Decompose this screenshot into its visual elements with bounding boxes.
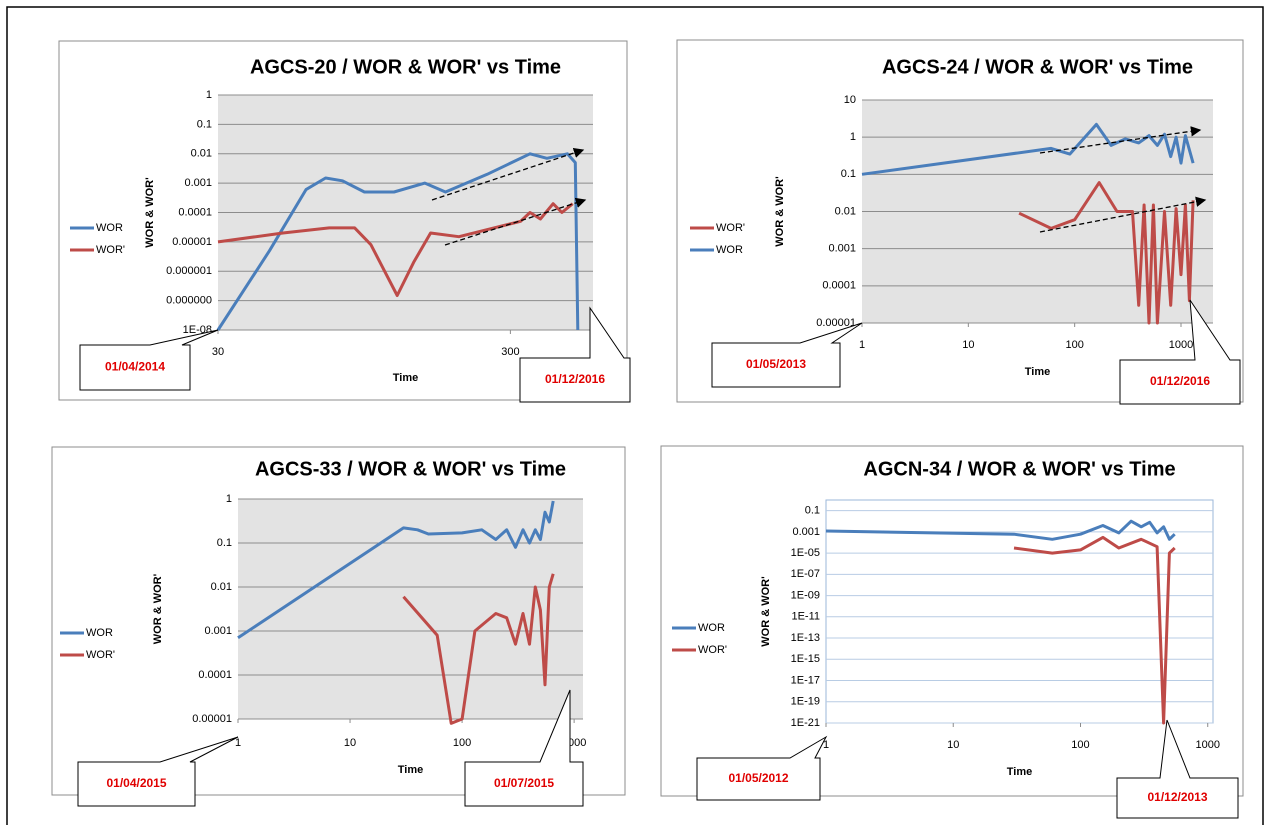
callout: [696, 735, 828, 801]
y-tick-label: 1E-17: [791, 674, 820, 686]
callout-date: 01/05/2013: [746, 357, 806, 371]
chart-title: AGCS-24 / WOR & WOR' vs Time: [882, 56, 1193, 78]
y-tick-label: 1E-09: [791, 589, 820, 601]
y-axis-label: WOR & WOR': [760, 576, 772, 647]
callout-date: 01/04/2014: [105, 360, 165, 374]
x-tick-label: 1: [235, 737, 241, 749]
x-axis-label: Time: [1025, 366, 1050, 378]
legend-label: WOR: [96, 222, 123, 234]
callout: [464, 689, 584, 807]
callout-date: 01/12/2013: [1147, 790, 1207, 804]
x-tick-label: 100: [1071, 739, 1089, 751]
callout-date: 01/04/2015: [106, 776, 166, 790]
callout: [519, 306, 631, 403]
y-axis-label: WOR & WOR': [152, 573, 164, 644]
y-tick-label: 1: [226, 493, 232, 505]
x-tick-label: 1: [823, 739, 829, 751]
x-tick-label: 30: [212, 346, 224, 358]
legend-label: WOR': [716, 222, 745, 234]
legend-label: WOR: [716, 244, 743, 256]
series-line: [216, 152, 580, 331]
y-tick-label: 1E-11: [791, 611, 820, 623]
chart-title: AGCS-33 / WOR & WOR' vs Time: [255, 458, 566, 480]
y-tick-label: 0.0001: [198, 669, 232, 681]
y-tick-label: 0.01: [835, 205, 856, 217]
y-tick-label: 1E-15: [791, 653, 820, 665]
y-tick-label: 1E-05: [791, 547, 820, 559]
callout: [1116, 719, 1239, 819]
legend-label: WOR': [96, 244, 125, 256]
callout: [1119, 299, 1241, 405]
y-tick-label: 0.1: [217, 537, 232, 549]
callout: [79, 329, 219, 391]
y-tick-label: 1: [206, 89, 212, 101]
y-tick-label: 0.1: [841, 168, 856, 180]
callout-date: 01/05/2012: [728, 771, 788, 785]
y-tick-label: 1E-21: [791, 717, 820, 729]
y-tick-label: 0.000000: [166, 295, 212, 307]
y-tick-label: 10: [844, 94, 856, 106]
trend-arrow: [1039, 196, 1207, 233]
legend-label: WOR: [698, 622, 725, 634]
series-line: [825, 519, 1176, 541]
y-tick-label: 0.1: [197, 118, 212, 130]
y-tick-label: 0.00001: [816, 317, 856, 329]
y-axis-label: WOR & WOR': [144, 177, 156, 248]
x-tick-label: 10: [947, 739, 959, 751]
y-tick-label: 0.0001: [822, 280, 856, 292]
x-tick-label: 100: [453, 737, 471, 749]
y-tick-label: 1: [850, 131, 856, 143]
y-tick-label: 0.001: [828, 243, 856, 255]
y-tick-label: 0.01: [211, 581, 232, 593]
y-tick-label: 0.000001: [166, 265, 212, 277]
y-tick-label: 0.00001: [192, 713, 232, 725]
plot-area: [825, 499, 1214, 724]
page-frame: [6, 6, 1264, 830]
callout: [77, 736, 239, 807]
callout-date: 01/12/2016: [1150, 374, 1210, 388]
plot-area: [238, 499, 583, 719]
chart-title: AGCS-20 / WOR & WOR' vs Time: [250, 56, 561, 78]
series-line: [1013, 535, 1176, 725]
x-tick-label: 10: [962, 339, 974, 351]
series-line: [1018, 181, 1195, 325]
y-tick-label: 1E-19: [791, 696, 820, 708]
legend-label: WOR': [698, 644, 727, 656]
y-tick-label: 0.00001: [172, 236, 212, 248]
y-tick-label: 0.01: [191, 148, 212, 160]
series-line: [402, 573, 555, 725]
y-tick-label: 0.001: [792, 526, 820, 538]
y-axis-label: WOR & WOR': [774, 176, 786, 247]
x-tick-label: 1000: [1169, 339, 1193, 351]
x-tick-label: 10: [344, 737, 356, 749]
x-tick-label: 1: [859, 339, 865, 351]
series-line: [217, 202, 574, 297]
trend-arrow: [1039, 126, 1202, 154]
callout-date: 01/12/2016: [545, 372, 605, 386]
y-tick-label: 0.001: [204, 625, 232, 637]
legend-label: WOR: [86, 627, 113, 639]
x-tick-label: 300: [501, 346, 519, 358]
y-tick-label: 1E-13: [791, 632, 820, 644]
legend-label: WOR': [86, 649, 115, 661]
x-axis-label: Time: [1007, 766, 1032, 778]
callout-date: 01/07/2015: [494, 776, 554, 790]
y-tick-label: 0.1: [805, 505, 820, 517]
y-tick-label: 0.0001: [178, 206, 212, 218]
x-axis-label: Time: [398, 764, 423, 776]
x-axis-label: Time: [393, 372, 418, 384]
y-tick-label: 1E-07: [791, 568, 820, 580]
series-line: [861, 122, 1195, 176]
x-tick-label: 100: [1065, 339, 1083, 351]
series-line: [237, 500, 555, 640]
trend-arrow: [444, 197, 587, 246]
callout: [711, 322, 863, 388]
chart-title: AGCN-34 / WOR & WOR' vs Time: [863, 458, 1175, 480]
y-tick-label: 0.001: [184, 177, 212, 189]
x-tick-label: 1000: [1195, 739, 1219, 751]
trend-arrow: [431, 147, 585, 201]
